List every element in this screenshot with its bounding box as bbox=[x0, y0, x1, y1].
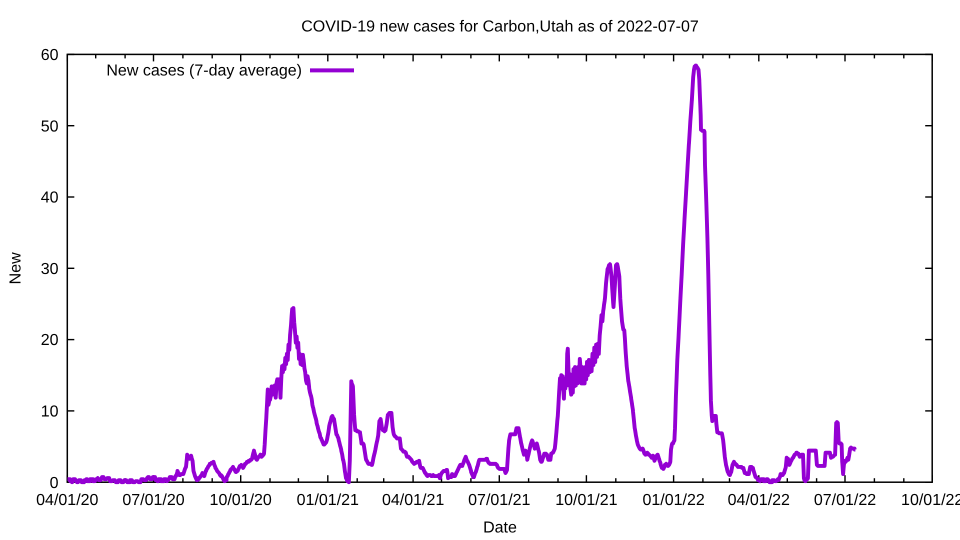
svg-text:40: 40 bbox=[41, 190, 59, 207]
svg-text:04/01/20: 04/01/20 bbox=[36, 492, 98, 509]
svg-text:New cases (7-day average): New cases (7-day average) bbox=[106, 62, 302, 79]
svg-text:04/01/22: 04/01/22 bbox=[728, 492, 790, 509]
svg-text:20: 20 bbox=[41, 332, 59, 349]
svg-text:07/01/22: 07/01/22 bbox=[814, 492, 876, 509]
svg-text:01/01/22: 01/01/22 bbox=[642, 492, 704, 509]
svg-text:60: 60 bbox=[41, 47, 59, 64]
svg-text:10/01/22: 10/01/22 bbox=[901, 492, 960, 509]
svg-text:New: New bbox=[8, 252, 25, 284]
svg-text:04/01/21: 04/01/21 bbox=[382, 492, 444, 509]
svg-text:COVID-19 new cases for Carbon,: COVID-19 new cases for Carbon,Utah as of… bbox=[301, 19, 699, 36]
svg-text:10: 10 bbox=[41, 404, 59, 421]
svg-text:30: 30 bbox=[41, 261, 59, 278]
svg-text:10/01/20: 10/01/20 bbox=[210, 492, 272, 509]
svg-text:07/01/20: 07/01/20 bbox=[122, 492, 184, 509]
svg-text:50: 50 bbox=[41, 118, 59, 135]
svg-text:01/01/21: 01/01/21 bbox=[297, 492, 359, 509]
svg-text:07/01/21: 07/01/21 bbox=[468, 492, 530, 509]
svg-text:0: 0 bbox=[50, 475, 59, 492]
svg-text:10/01/21: 10/01/21 bbox=[555, 492, 617, 509]
svg-text:Date: Date bbox=[483, 520, 517, 537]
